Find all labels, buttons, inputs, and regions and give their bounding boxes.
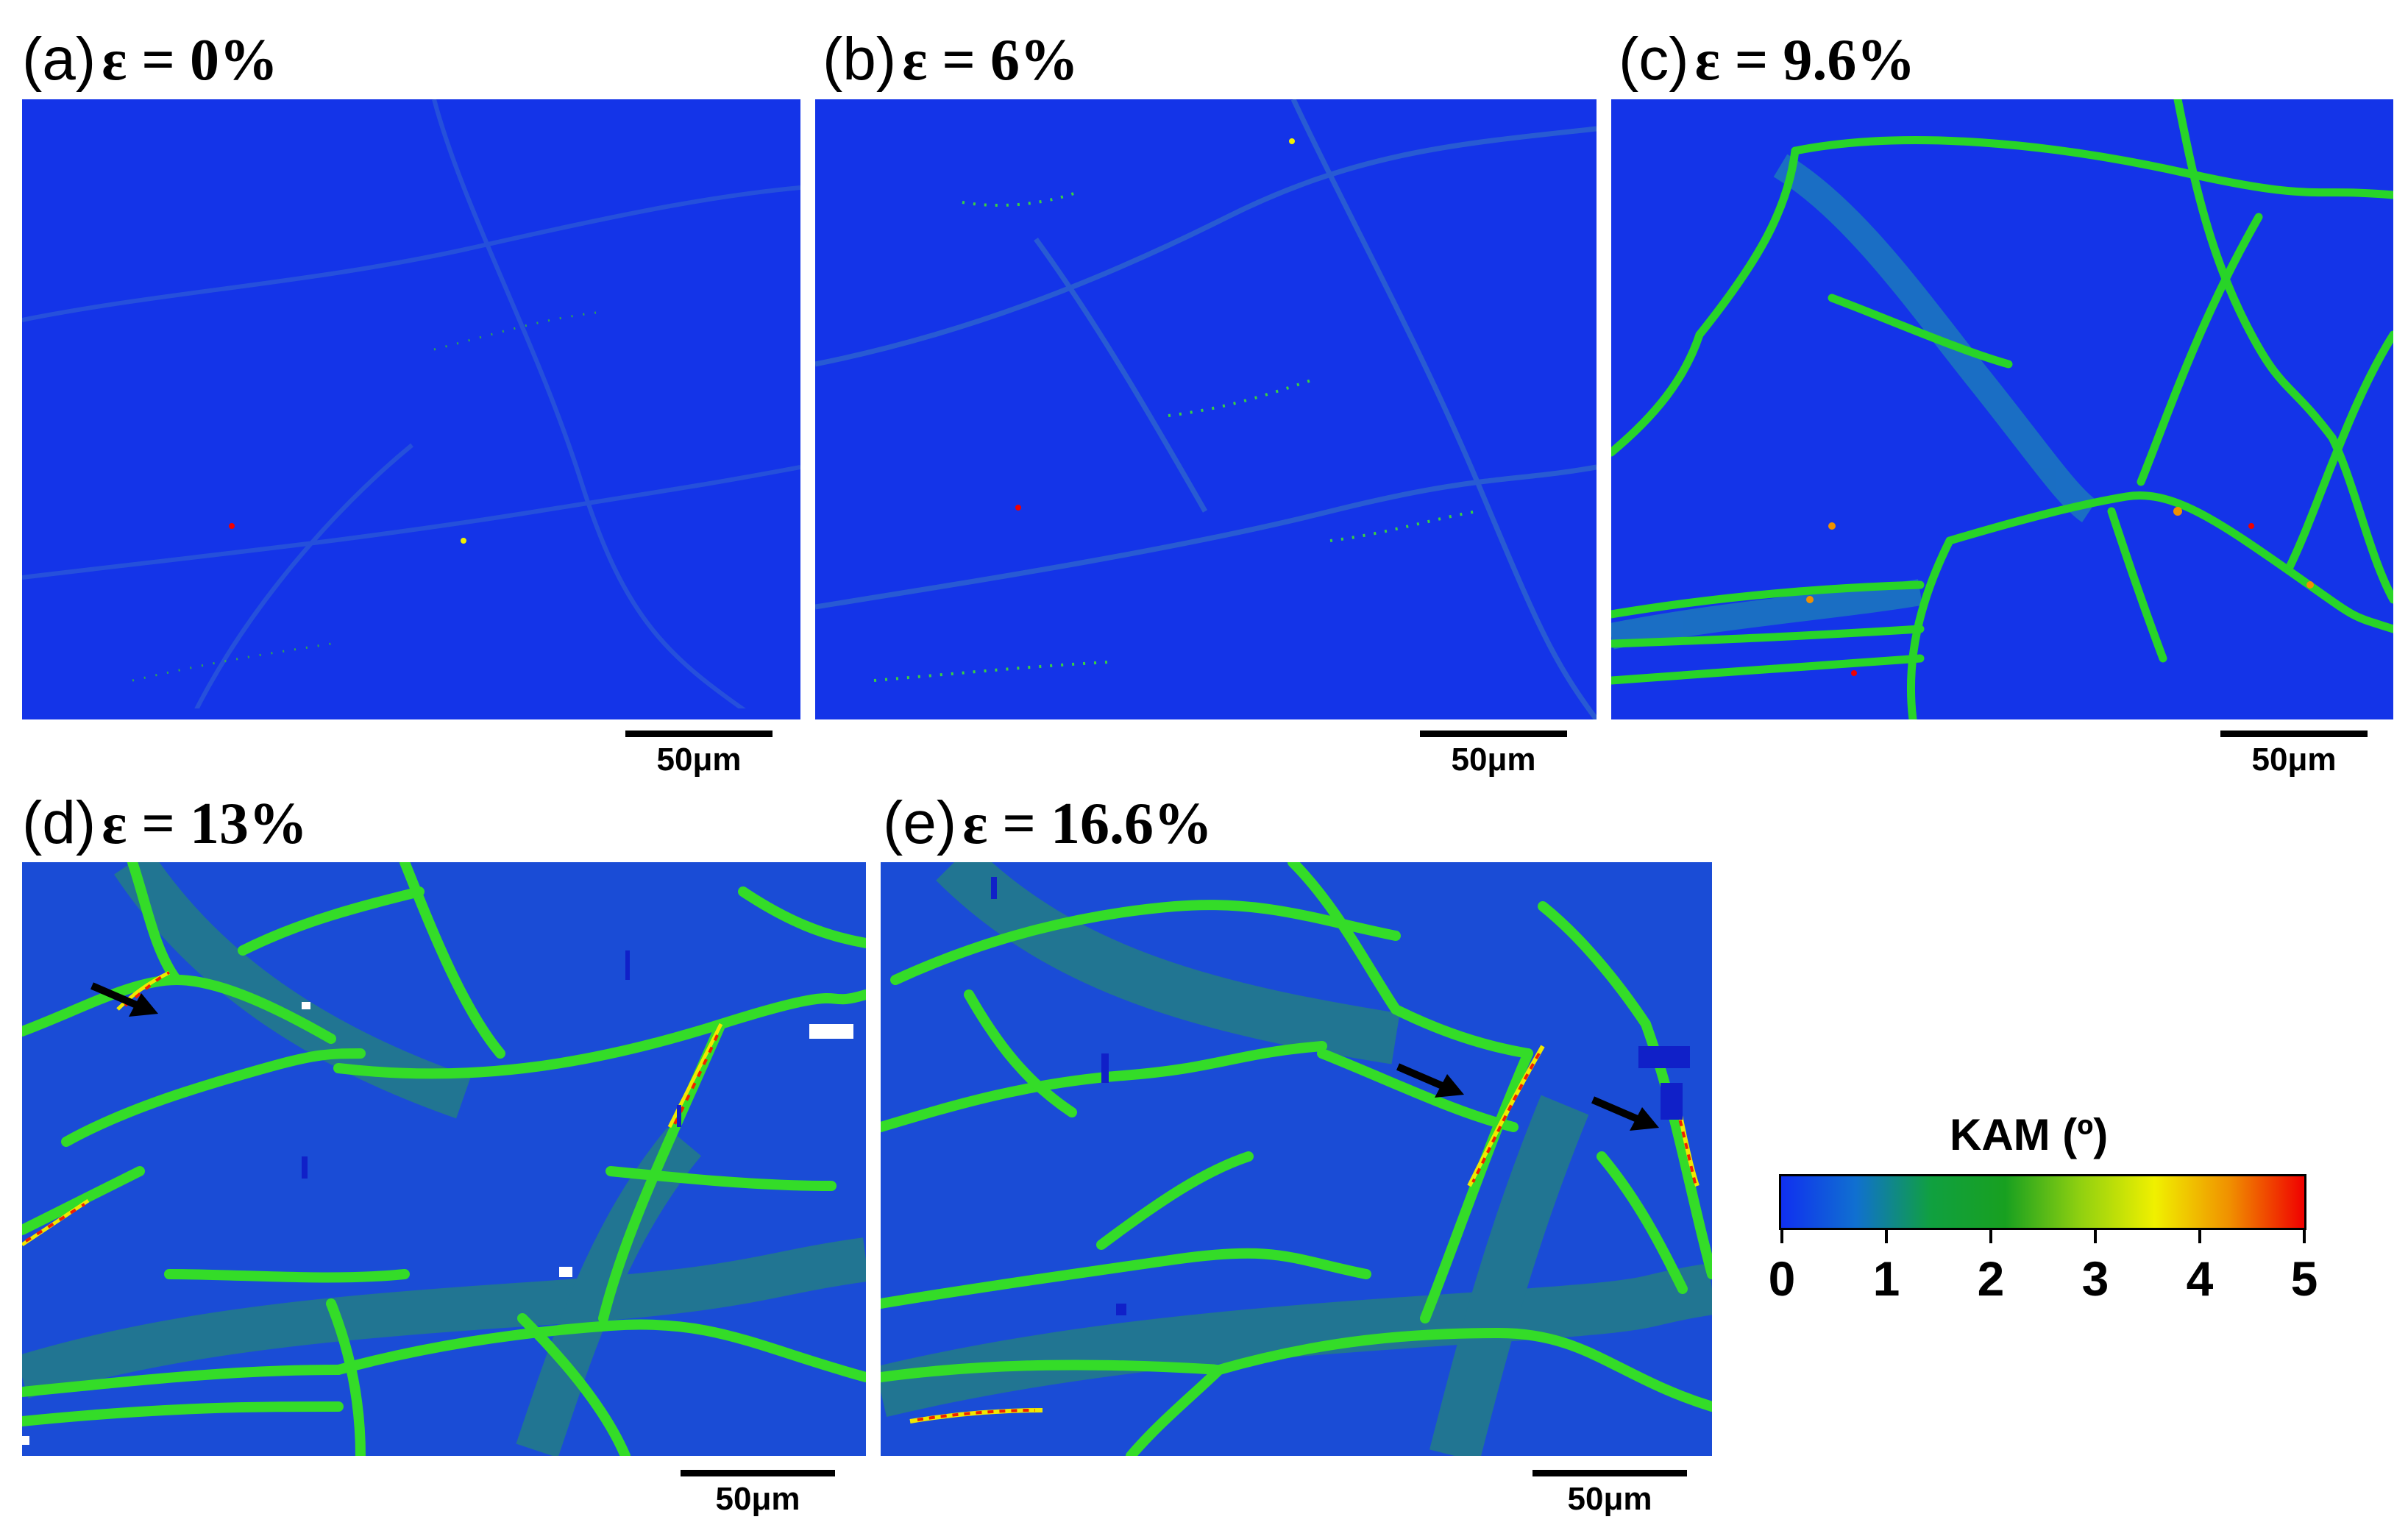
kam-map-d [22, 862, 866, 1456]
colorbar-tick [2198, 1230, 2201, 1243]
panel-b-label: (b) ε = 6% [823, 29, 1079, 90]
scale-bar [1420, 731, 1567, 737]
strain-value: ε = 9.6% [1694, 28, 1916, 93]
colorbar-tick-label: 2 [1977, 1251, 2005, 1306]
colorbar-tick-label: 0 [1768, 1251, 1796, 1306]
panel-e-label: (e) ε = 16.6% [883, 792, 1212, 856]
colorbar-tick-label: 3 [2081, 1251, 2109, 1306]
colorbar-tick-label: 4 [2186, 1251, 2214, 1306]
colorbar-tick-label: 5 [2290, 1251, 2318, 1306]
scale-bar [681, 1470, 835, 1476]
panel-letter: (b) [823, 26, 897, 93]
panel-c-label: (c) ε = 9.6% [1619, 29, 1915, 90]
panel-a-label: (a) ε = 0% [22, 29, 278, 90]
colorbar-tick-label: 1 [1872, 1251, 1900, 1306]
panel-letter: (c) [1619, 26, 1689, 93]
scale-bar-label: 50μm [1451, 742, 1536, 778]
colorbar-tick [2094, 1230, 2097, 1243]
kam-map-a [22, 99, 800, 719]
strain-value: ε = 0% [102, 28, 278, 93]
panel-letter: (e) [883, 789, 957, 856]
colorbar-gradient [1779, 1174, 2306, 1230]
colorbar-tick [1780, 1230, 1783, 1243]
scale-bar-label: 50μm [656, 742, 742, 778]
colorbar-title: KAM (º) [1950, 1110, 2109, 1159]
scale-bar-label: 50μm [2251, 742, 2337, 778]
scale-bar-label: 50μm [715, 1481, 800, 1517]
kam-map-c [1611, 99, 2393, 719]
colorbar-tick [2303, 1230, 2306, 1243]
arrow-icon [1591, 1096, 1659, 1131]
panel-d-label: (d) ε = 13% [22, 792, 308, 856]
scale-bar [2220, 731, 2368, 737]
kam-map-e [881, 862, 1712, 1456]
kam-map-b [815, 99, 1597, 719]
scale-bar [1532, 1470, 1687, 1476]
scale-bar-label: 50μm [1567, 1481, 1652, 1517]
panel-letter: (a) [22, 26, 96, 93]
arrow-icon [90, 982, 158, 1017]
scale-bar [625, 731, 773, 737]
arrow-icon [1396, 1063, 1464, 1098]
colorbar-tick [1885, 1230, 1888, 1243]
strain-value: ε = 16.6% [962, 792, 1212, 856]
strain-value: ε = 13% [102, 792, 308, 856]
colorbar-tick [1989, 1230, 1992, 1243]
panel-letter: (d) [22, 789, 96, 856]
strain-value: ε = 6% [902, 28, 1079, 93]
